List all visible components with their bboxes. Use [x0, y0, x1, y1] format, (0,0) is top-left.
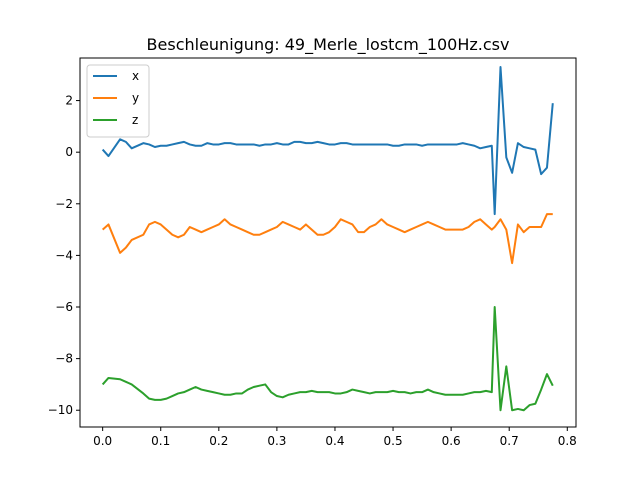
- x-tick-label: 0.8: [558, 434, 577, 448]
- y-tick-label: −4: [55, 248, 73, 262]
- x-tick-label: 0.4: [325, 434, 344, 448]
- series-line-y: [101, 213, 553, 265]
- x-tick-label: 0.7: [500, 434, 519, 448]
- plot-series: [101, 66, 554, 412]
- x-axis: 0.0 0.1 0.2 0.3 0.4 0.5 0.6 0.7 0.8: [93, 427, 577, 448]
- x-tick-label: 0.2: [209, 434, 228, 448]
- series-line-z: [101, 306, 554, 412]
- y-tick-label: −10: [48, 403, 73, 417]
- y-tick-label: −8: [55, 352, 73, 366]
- y-tick-label: −2: [55, 197, 73, 211]
- x-tick-label: 0.6: [442, 434, 461, 448]
- y-axis: −10 −8 −6 −4 −2 0 2: [48, 94, 80, 417]
- x-tick-label: 0.3: [267, 434, 286, 448]
- y-tick-label: 0: [65, 145, 73, 159]
- legend: xyz: [86, 64, 150, 138]
- series-line-x: [101, 66, 554, 216]
- x-tick-label: 0.1: [151, 434, 170, 448]
- legend-label-z: z: [132, 113, 138, 127]
- x-tick-label: 0.0: [93, 434, 112, 448]
- legend-label-y: y: [132, 91, 139, 105]
- chart-title: Beschleunigung: 49_Merle_lostcm_100Hz.cs…: [147, 35, 510, 55]
- y-tick-label: 2: [65, 94, 73, 108]
- y-tick-label: −6: [55, 300, 73, 314]
- x-tick-label: 0.5: [384, 434, 403, 448]
- legend-label-x: x: [132, 69, 139, 83]
- plot-frame: [79, 57, 577, 428]
